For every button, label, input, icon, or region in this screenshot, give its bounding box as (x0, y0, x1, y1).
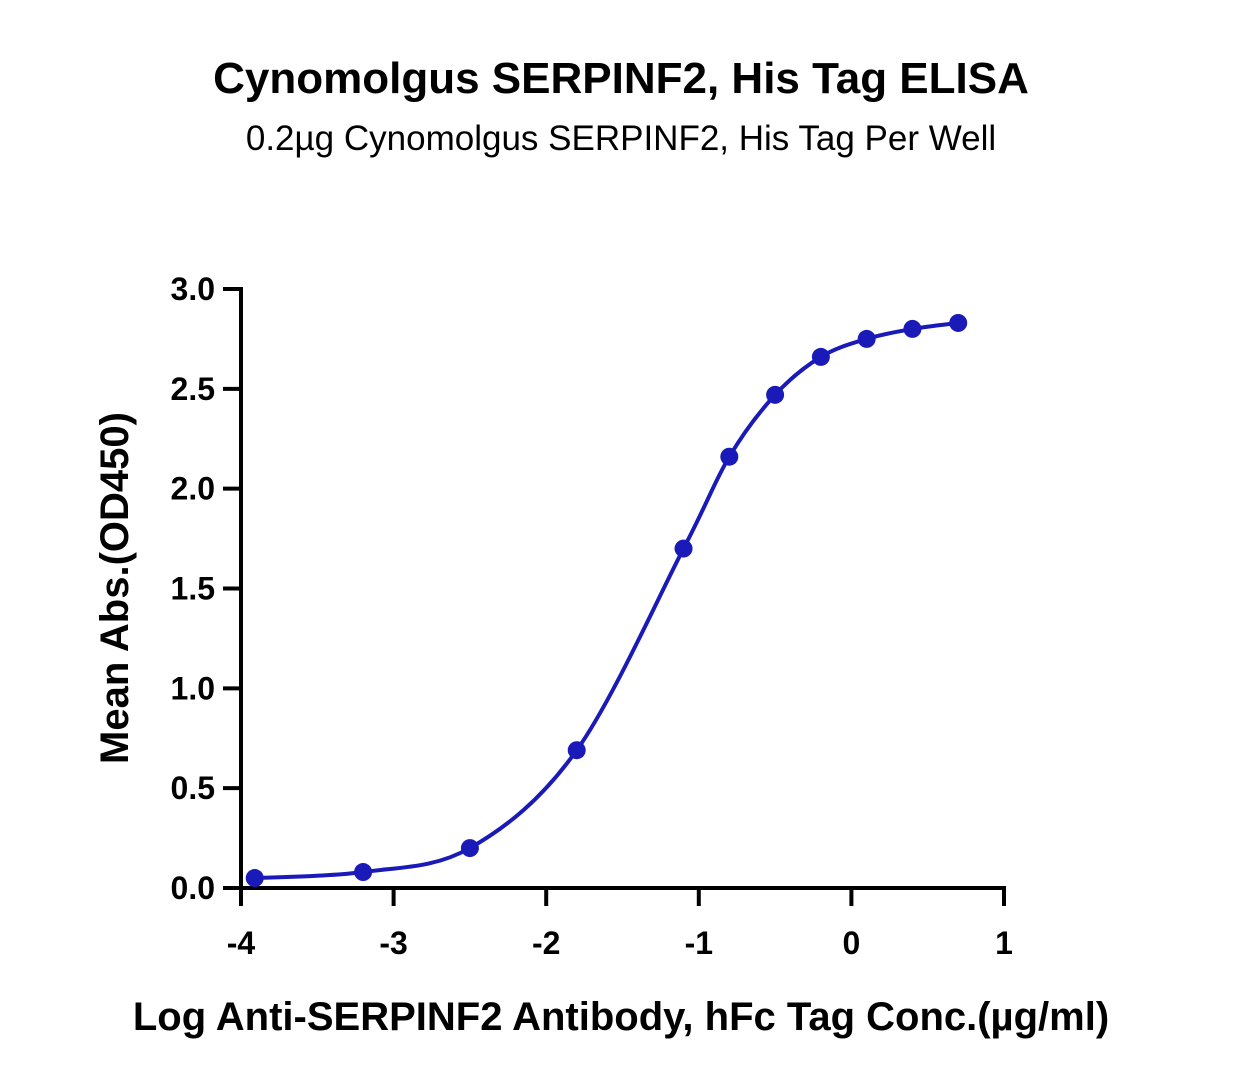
x-tick-label: -3 (379, 925, 407, 961)
chart-title: Cynomolgus SERPINF2, His Tag ELISA (213, 54, 1029, 103)
data-point (720, 447, 739, 466)
x-tick-label: -2 (532, 925, 560, 961)
data-point (567, 741, 586, 760)
x-tick-label: -4 (227, 925, 256, 961)
data-point (949, 313, 968, 332)
x-tick-label: 0 (843, 925, 861, 961)
data-point (903, 319, 922, 338)
y-tick-label: 3.0 (171, 271, 215, 307)
y-tick-label: 0.5 (171, 770, 215, 806)
fit-curve (254, 320, 959, 881)
y-axis-label: Mean Abs.(OD450) (93, 412, 137, 764)
y-axis-ticks: 0.0 0.5 1.0 1.5 2.0 2.5 3.0 (171, 271, 241, 906)
data-point (460, 839, 479, 858)
y-tick-label: 1.0 (171, 670, 215, 706)
x-tick-label: 1 (995, 925, 1013, 961)
data-point (811, 347, 830, 366)
y-tick-label: 1.5 (171, 571, 215, 607)
data-point (766, 385, 785, 404)
chart-subtitle: 0.2µg Cynomolgus SERPINF2, His Tag Per W… (246, 119, 996, 158)
y-tick-label: 2.0 (171, 471, 215, 507)
data-point (354, 863, 373, 882)
y-tick-label: 2.5 (171, 371, 215, 407)
y-tick-label: 0.0 (171, 870, 215, 906)
x-axis-label: Log Anti-SERPINF2 Antibody, hFc Tag Conc… (133, 995, 1109, 1039)
data-points (245, 313, 968, 888)
x-axis-ticks: -4 -3 -2 -1 0 1 (227, 888, 1013, 961)
data-point (674, 539, 693, 558)
data-point (245, 869, 264, 888)
data-point (857, 329, 876, 348)
x-tick-label: -1 (685, 925, 713, 961)
